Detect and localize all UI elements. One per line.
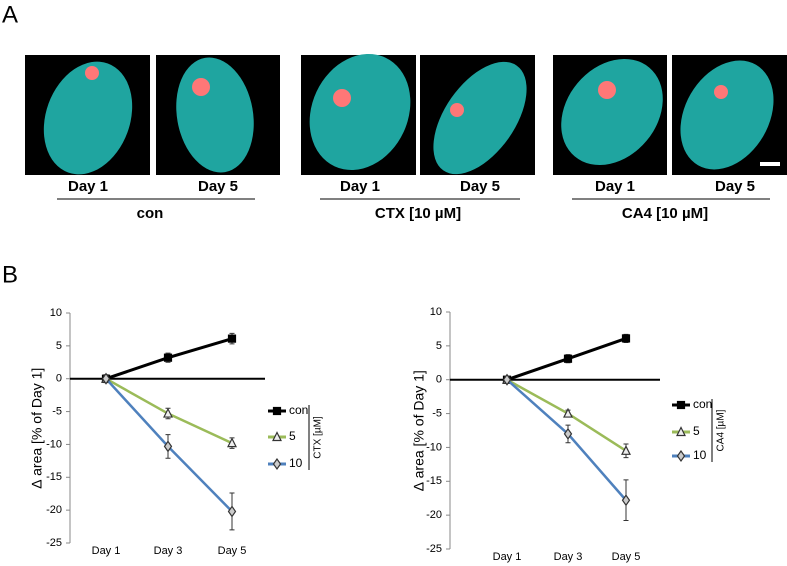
legend-label: con bbox=[289, 403, 308, 417]
marker bbox=[227, 437, 237, 448]
y-tick-label: -25 bbox=[426, 543, 442, 555]
marker bbox=[502, 373, 512, 386]
x-tick-label: Day 3 bbox=[154, 545, 183, 557]
marker bbox=[163, 407, 173, 418]
group-label: con bbox=[137, 205, 164, 222]
day-label: Day 5 bbox=[460, 178, 500, 195]
image bbox=[156, 55, 280, 175]
marker bbox=[621, 334, 631, 343]
legend-title: CA4 [µM] bbox=[716, 409, 727, 451]
marker bbox=[227, 334, 237, 343]
y-tick-label: -10 bbox=[426, 441, 442, 453]
legend-label: 5 bbox=[289, 429, 296, 443]
legend-marker bbox=[676, 449, 686, 463]
image bbox=[420, 55, 535, 175]
x-tick-label: Day 5 bbox=[218, 545, 247, 557]
y-tick-label: -15 bbox=[426, 475, 442, 487]
marker bbox=[563, 427, 573, 440]
marker bbox=[163, 440, 173, 453]
day-label: Day 5 bbox=[198, 178, 238, 195]
marker bbox=[163, 353, 173, 362]
image-labels: Day 1 Day 5 con Day 1 Day 5 CTX [10 µM] … bbox=[57, 178, 770, 222]
image bbox=[301, 53, 416, 175]
x-tick-label: Day 1 bbox=[493, 551, 522, 563]
y-axis-label: ∆ area [% of Day 1] bbox=[411, 370, 427, 491]
marker bbox=[621, 444, 631, 455]
legend-label: 10 bbox=[289, 456, 303, 470]
y-tick-label: -20 bbox=[426, 509, 442, 521]
day-label: Day 1 bbox=[595, 178, 635, 195]
y-tick-label: 5 bbox=[56, 340, 62, 352]
y-tick-label: 0 bbox=[436, 374, 442, 386]
y-tick-label: 10 bbox=[50, 307, 62, 319]
y-tick-label: -10 bbox=[46, 438, 62, 450]
marker bbox=[227, 505, 237, 518]
day-label: Day 5 bbox=[715, 178, 755, 195]
group-label: CTX [10 µM] bbox=[375, 205, 461, 222]
image bbox=[25, 55, 150, 175]
y-tick-label: -5 bbox=[432, 407, 442, 419]
legend-marker bbox=[676, 400, 686, 410]
marker bbox=[563, 407, 573, 418]
marker bbox=[101, 372, 111, 385]
y-tick-label: 0 bbox=[56, 373, 62, 385]
legend-marker bbox=[676, 426, 686, 437]
day-label: Day 1 bbox=[68, 178, 108, 195]
legend-label: 5 bbox=[693, 424, 700, 438]
image bbox=[553, 55, 667, 175]
legend-label: con bbox=[693, 397, 712, 411]
x-tick-label: Day 1 bbox=[92, 545, 121, 557]
images bbox=[25, 53, 787, 175]
x-tick-label: Day 5 bbox=[612, 551, 641, 563]
x-tick-label: Day 3 bbox=[554, 551, 583, 563]
legend-marker bbox=[272, 406, 282, 416]
y-tick-label: -15 bbox=[46, 471, 62, 483]
y-tick-label: -5 bbox=[52, 405, 62, 417]
group-label: CA4 [10 µM] bbox=[622, 205, 708, 222]
y-tick-label: -20 bbox=[46, 504, 62, 516]
panel-label: A bbox=[2, 1, 18, 28]
panel-label: B bbox=[2, 261, 18, 288]
marker bbox=[621, 494, 631, 507]
day-label: Day 1 bbox=[340, 178, 380, 195]
legend-marker bbox=[272, 457, 282, 471]
marker bbox=[563, 354, 573, 363]
legend-label: 10 bbox=[693, 448, 707, 462]
image bbox=[672, 55, 787, 175]
y-axis-label: ∆ area [% of Day 1] bbox=[29, 368, 45, 489]
y-tick-label: 5 bbox=[436, 340, 442, 352]
legend-marker bbox=[272, 431, 282, 442]
legend-title: CTX [µM] bbox=[313, 416, 324, 459]
y-tick-label: -25 bbox=[46, 537, 62, 549]
y-tick-label: 10 bbox=[430, 306, 442, 318]
